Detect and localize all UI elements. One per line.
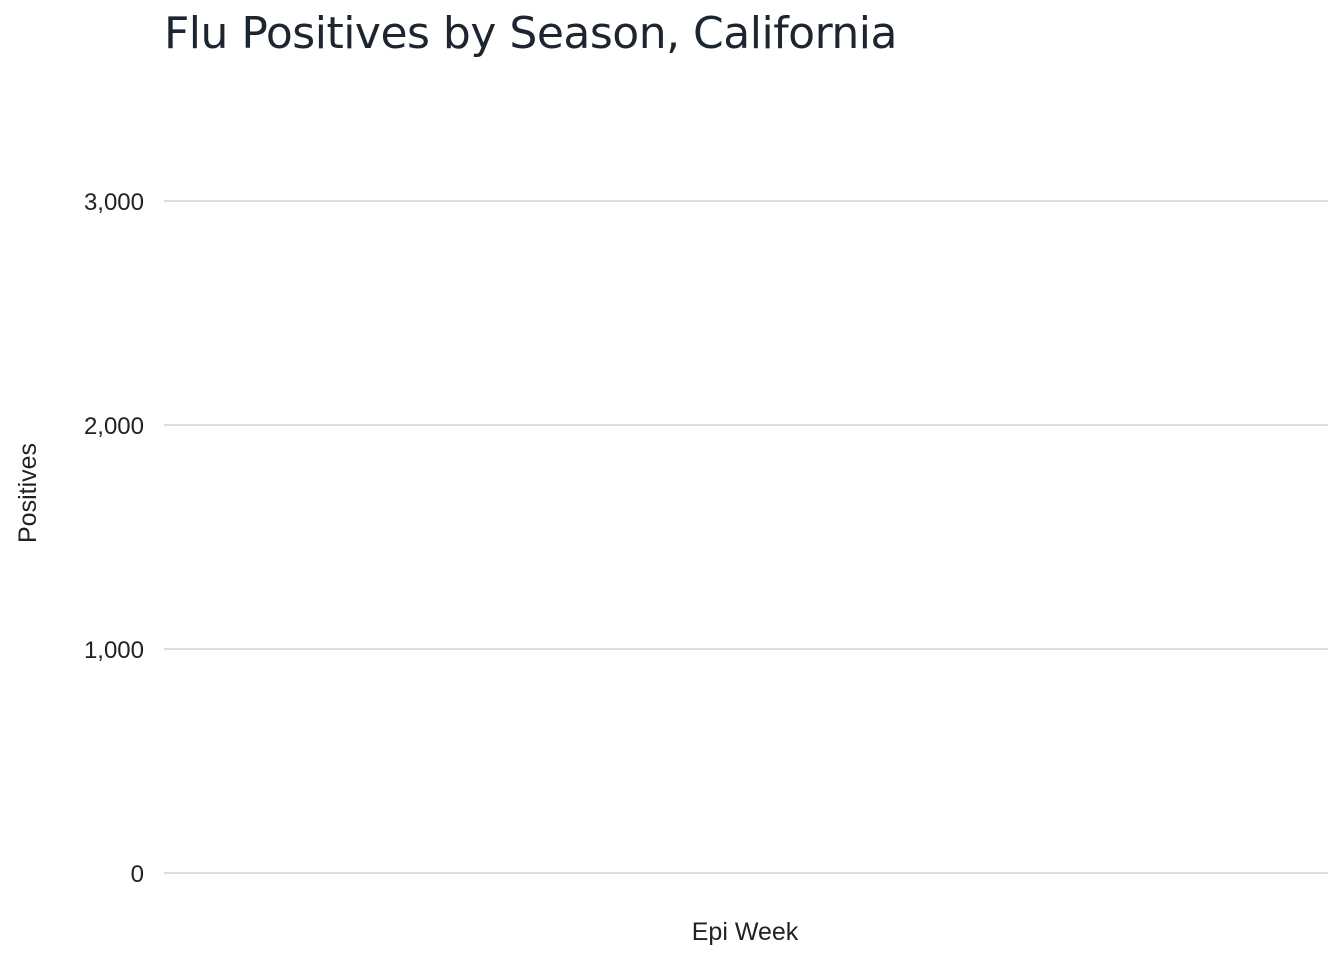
y-tick-label: 0	[131, 861, 144, 888]
y-axis-ticks: 0 1,000 2,000 3,000	[84, 189, 144, 888]
y-tick-label: 3,000	[84, 189, 144, 216]
y-tick-label: 1,000	[84, 637, 144, 664]
y-axis-label: Positives	[14, 443, 42, 543]
gridlines	[164, 200, 1328, 874]
x-axis-label: Epi Week	[692, 918, 799, 946]
y-tick-label: 2,000	[84, 413, 144, 440]
chart-title: Flu Positives by Season, California	[164, 8, 898, 59]
